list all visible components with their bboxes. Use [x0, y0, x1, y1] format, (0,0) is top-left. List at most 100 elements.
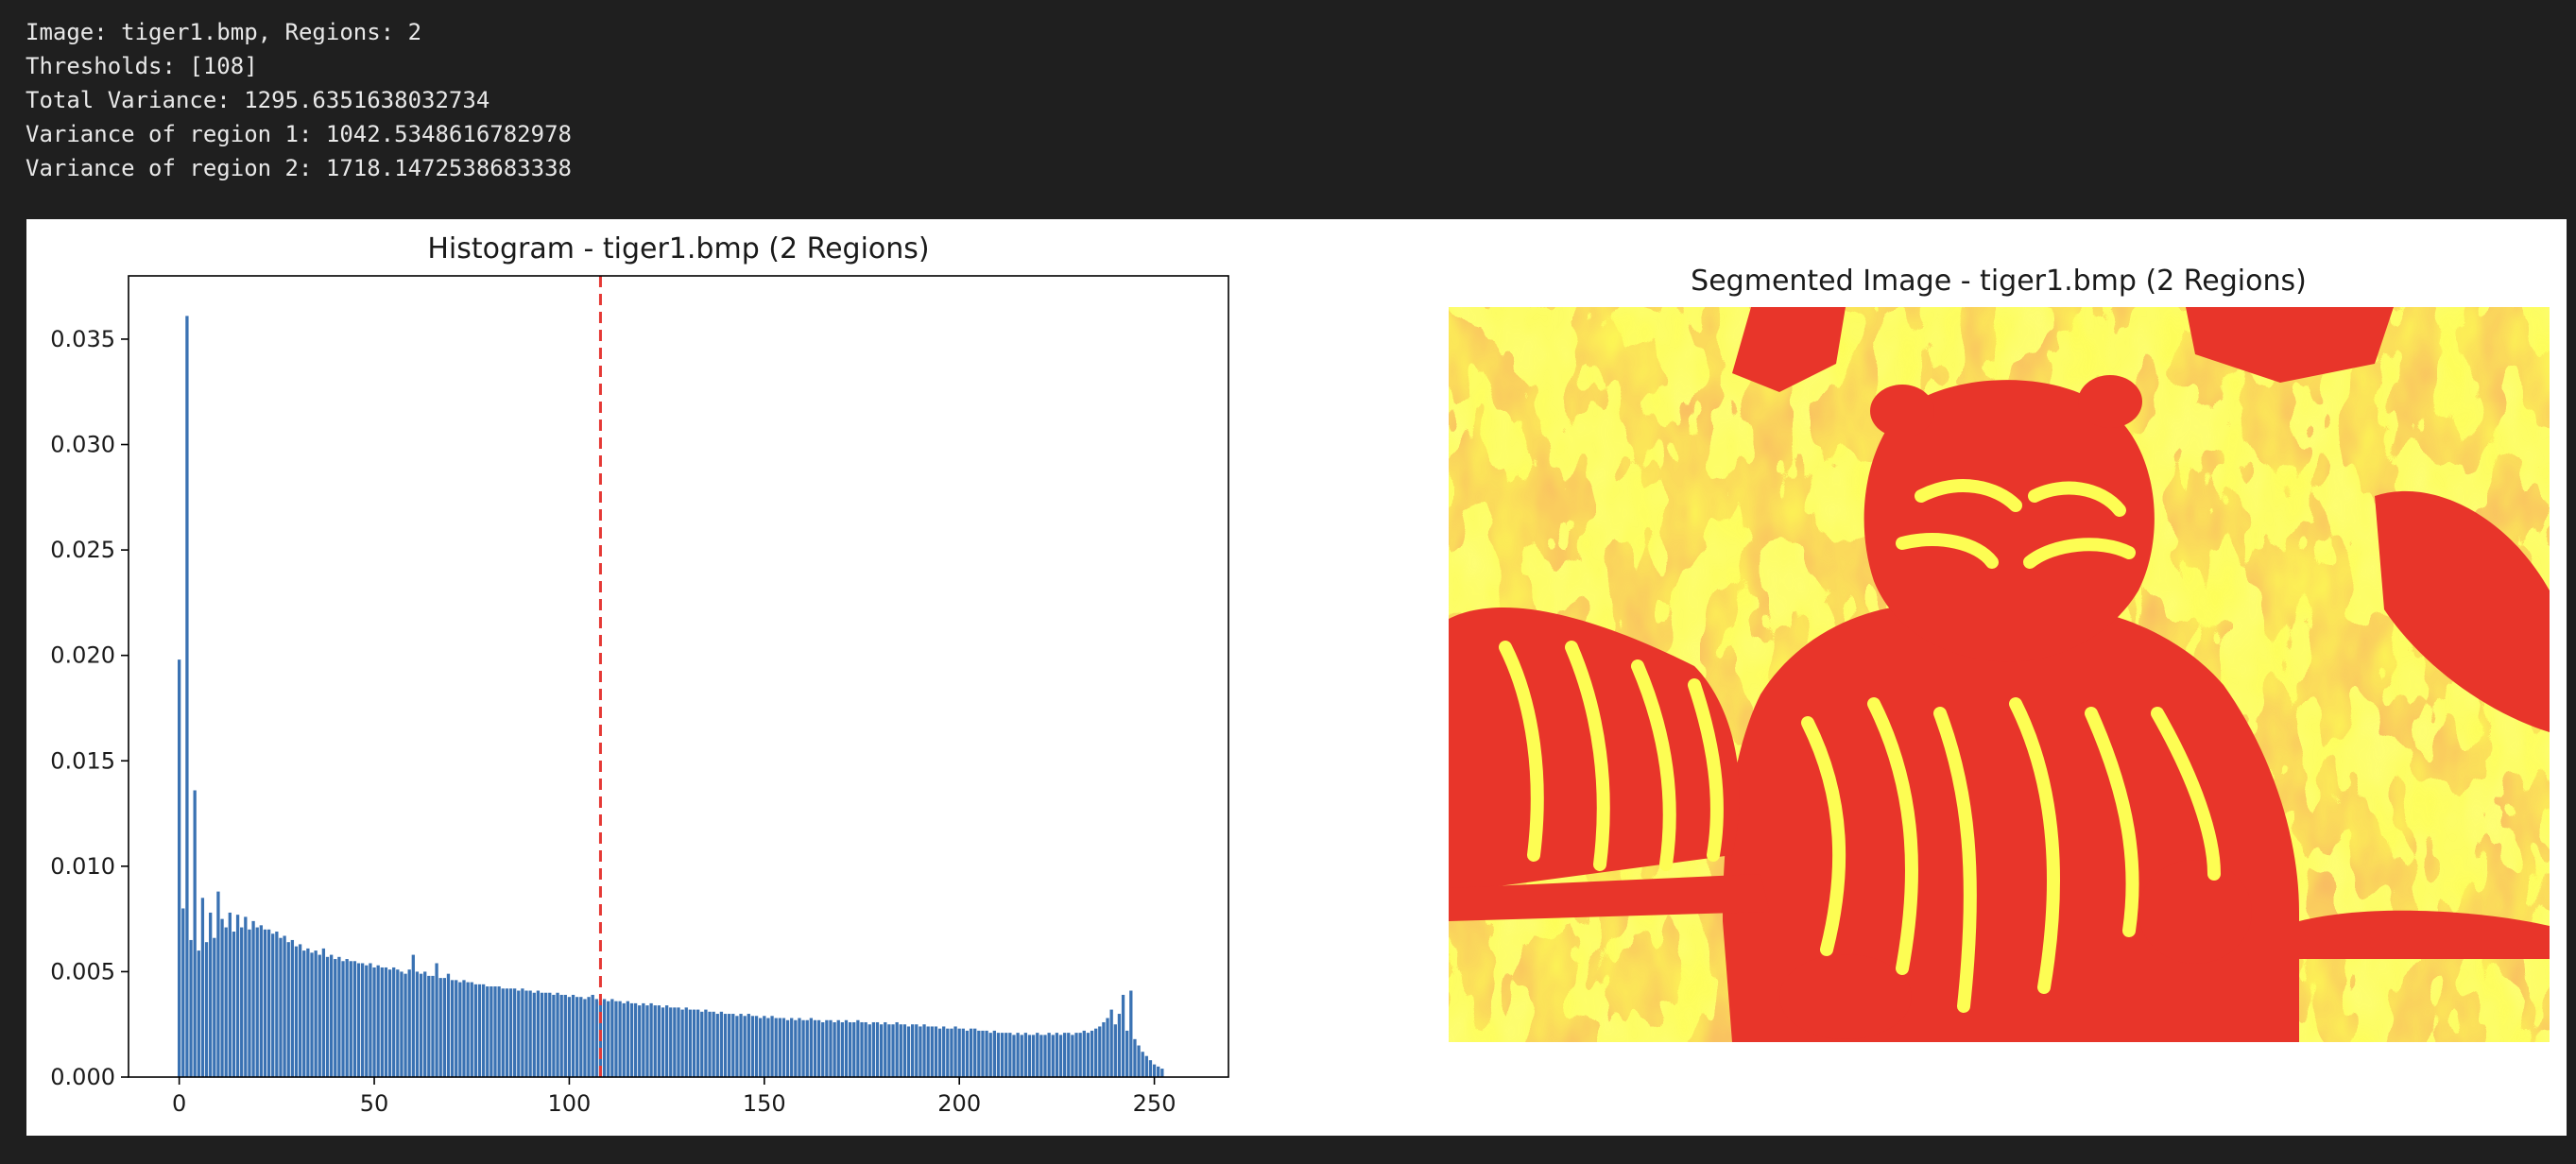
histogram-bar — [477, 984, 482, 1077]
tiger-stripe — [2023, 538, 2136, 569]
histogram-bar — [836, 1019, 840, 1077]
tiger-stripe — [2085, 707, 2139, 937]
histogram-bar — [1047, 1033, 1051, 1077]
histogram-bar — [809, 1018, 813, 1077]
tiger-stripe — [1867, 697, 1918, 975]
histogram-bar — [571, 994, 575, 1077]
histogram-bar — [1043, 1035, 1047, 1077]
histogram-bar — [419, 973, 423, 1077]
histogram-bar — [1071, 1035, 1074, 1077]
histogram-bar — [365, 965, 369, 1077]
histogram-bar — [321, 948, 326, 1077]
histogram-bar — [1016, 1033, 1020, 1077]
histogram-bar — [704, 1009, 708, 1077]
histogram-bar — [731, 1014, 735, 1077]
histogram-bar — [973, 1028, 977, 1077]
tiger-paw — [1779, 954, 1912, 1039]
histogram-bar — [423, 971, 427, 1077]
histogram-bar — [361, 963, 365, 1077]
histogram-bar — [259, 925, 263, 1077]
tiger-ear — [1870, 385, 1934, 437]
tiger-stripe — [1801, 716, 1846, 956]
histogram-bar — [759, 1018, 763, 1077]
histogram-bar — [204, 942, 209, 1077]
histogram-bar — [1152, 1064, 1157, 1077]
histogram-bar — [988, 1033, 992, 1077]
histogram-bar — [1086, 1033, 1091, 1077]
histogram-bar — [548, 992, 552, 1077]
histogram-bar — [228, 912, 232, 1077]
histogram-bar — [415, 971, 420, 1077]
tiger-stripe — [1565, 641, 1610, 871]
histogram-bar — [314, 950, 318, 1077]
histogram-bar — [1094, 1028, 1098, 1077]
histogram-bar — [899, 1024, 902, 1077]
histogram-bar — [946, 1028, 950, 1077]
segmented-image-canvas — [1449, 307, 2550, 1042]
histogram-bar — [369, 963, 372, 1077]
histogram-bar — [1098, 1026, 1102, 1077]
histogram-bar — [602, 999, 607, 1077]
histogram-bar — [427, 975, 431, 1077]
histogram-bar — [664, 1005, 669, 1077]
histogram-bar — [591, 994, 594, 1077]
console-line-variance-region-1: Variance of region 1: 1042.5348616782978 — [26, 121, 572, 147]
histogram-bar — [790, 1018, 794, 1077]
console-line-thresholds: Thresholds: [108] — [26, 53, 258, 79]
console-line-total-variance: Total Variance: 1295.6351638032734 — [26, 87, 490, 113]
histogram-bar — [279, 937, 283, 1077]
histogram-bar — [197, 950, 200, 1077]
histogram-bar — [466, 982, 470, 1077]
histogram-bar — [1113, 1024, 1117, 1077]
histogram-bar — [902, 1024, 907, 1077]
histogram-bar — [614, 1001, 618, 1077]
histogram-bar — [633, 1002, 638, 1077]
histogram-bar — [1005, 1033, 1008, 1077]
histogram-bar — [871, 1021, 876, 1077]
histogram-bar — [937, 1028, 942, 1077]
tiger-stripe — [2151, 707, 2221, 881]
histogram-bar — [325, 956, 330, 1077]
histogram-bar — [1082, 1030, 1086, 1077]
histogram-bar — [521, 988, 524, 1077]
histogram-bar — [1062, 1033, 1067, 1077]
foliage-patch — [1732, 307, 1846, 392]
histogram-bar — [473, 984, 478, 1077]
histogram-bar — [486, 986, 489, 1077]
histogram-bar — [692, 1009, 696, 1077]
foliage-patch — [2186, 307, 2394, 383]
ground-band — [2299, 910, 2550, 959]
histogram-bar — [178, 659, 181, 1077]
histogram-bar — [290, 939, 295, 1077]
histogram-bar — [544, 992, 548, 1077]
tiger-head — [1863, 380, 2155, 662]
histogram-bar — [770, 1016, 774, 1077]
tiger-stripe — [1896, 533, 1999, 569]
histogram-bar — [649, 1002, 653, 1077]
histogram-bar — [992, 1030, 996, 1077]
histogram-bar — [532, 992, 536, 1077]
histogram-bar — [431, 975, 435, 1077]
histogram-bar — [1133, 1038, 1137, 1077]
histogram-bar — [728, 1014, 731, 1077]
histogram-bar — [442, 978, 446, 1077]
histogram-bar — [213, 937, 216, 1077]
histogram-bar — [341, 961, 345, 1077]
histogram-bar — [673, 1007, 677, 1077]
histogram-bar — [915, 1024, 919, 1077]
histogram-bar — [575, 997, 579, 1077]
histogram-bar — [626, 1001, 629, 1077]
histogram-bar — [512, 988, 517, 1077]
histogram-bar — [981, 1030, 985, 1077]
histogram-bar — [813, 1019, 817, 1077]
x-tick-label: 50 — [360, 1090, 389, 1117]
histogram-bar — [404, 973, 407, 1077]
histogram-bar — [953, 1026, 957, 1077]
histogram-bar — [508, 988, 513, 1077]
histogram-bar — [356, 963, 361, 1077]
histogram-bar — [283, 935, 286, 1077]
histogram-bar — [318, 954, 321, 1077]
histogram-bar — [996, 1033, 1001, 1077]
histogram-bar — [1023, 1033, 1028, 1077]
histogram-bars — [178, 316, 1164, 1077]
